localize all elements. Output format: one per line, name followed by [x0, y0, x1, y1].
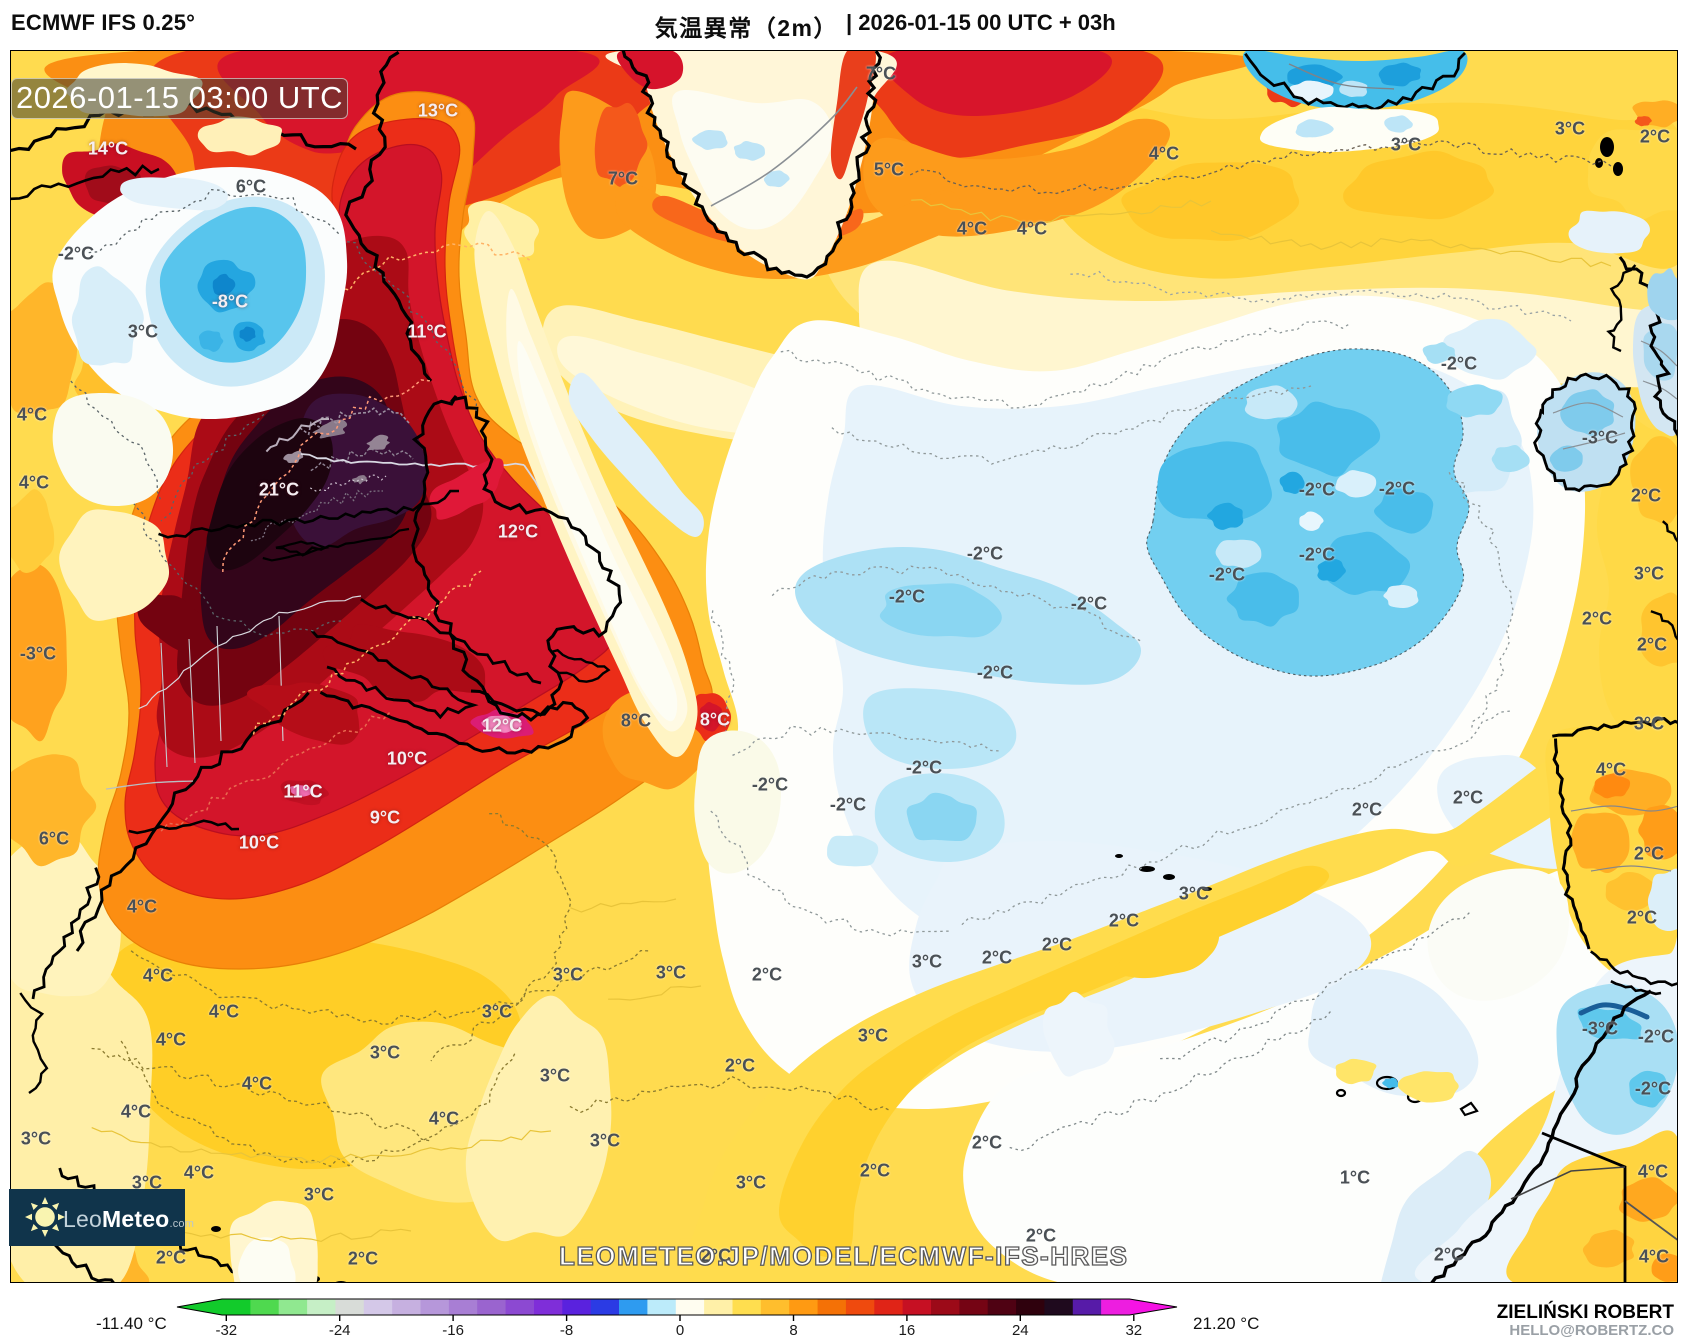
svg-text:-8: -8 [560, 1322, 573, 1338]
svg-text:-16: -16 [442, 1322, 464, 1338]
svg-text:-24: -24 [329, 1322, 351, 1338]
svg-text:16: 16 [899, 1322, 916, 1338]
svg-text:32: 32 [1125, 1322, 1142, 1338]
svg-text:-32: -32 [215, 1322, 237, 1338]
svg-text:0: 0 [676, 1322, 684, 1338]
svg-text:8: 8 [789, 1322, 797, 1338]
svg-text:24: 24 [1012, 1322, 1029, 1338]
